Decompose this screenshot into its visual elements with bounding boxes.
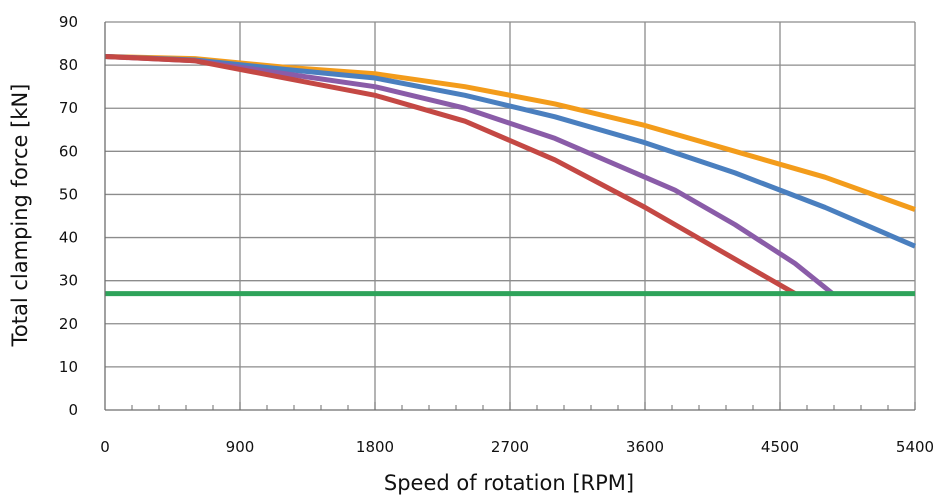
x-tick-label: 4500 xyxy=(761,438,799,456)
axes xyxy=(104,22,916,411)
y-tick-label: 90 xyxy=(59,13,78,31)
grid xyxy=(105,21,916,410)
y-tick-label: 50 xyxy=(59,185,78,203)
series-line-4 xyxy=(104,53,797,296)
series-lines xyxy=(104,53,916,297)
y-tick-label: 60 xyxy=(59,142,78,160)
y-tick-label: 30 xyxy=(59,272,78,290)
y-tick-label: 40 xyxy=(59,229,78,247)
x-tick-label: 3600 xyxy=(626,438,664,456)
x-tick-label: 1800 xyxy=(356,438,394,456)
y-tick-label: 20 xyxy=(59,315,78,333)
series-line-2 xyxy=(104,53,916,249)
x-axis-title: Speed of rotation [RPM] xyxy=(384,471,634,495)
x-tick-label: 5400 xyxy=(896,438,934,456)
x-tick-label: 2700 xyxy=(491,438,529,456)
y-axis-title: Total clamping force [kN] xyxy=(8,84,32,348)
x-tick-label: 900 xyxy=(226,438,255,456)
y-tick-label: 10 xyxy=(59,358,78,376)
x-tick-label: 0 xyxy=(100,438,110,456)
y-tick-label: 80 xyxy=(59,56,78,74)
series-line-3 xyxy=(104,53,835,296)
y-tick-label: 70 xyxy=(59,99,78,117)
y-tick-label: 0 xyxy=(68,401,78,419)
